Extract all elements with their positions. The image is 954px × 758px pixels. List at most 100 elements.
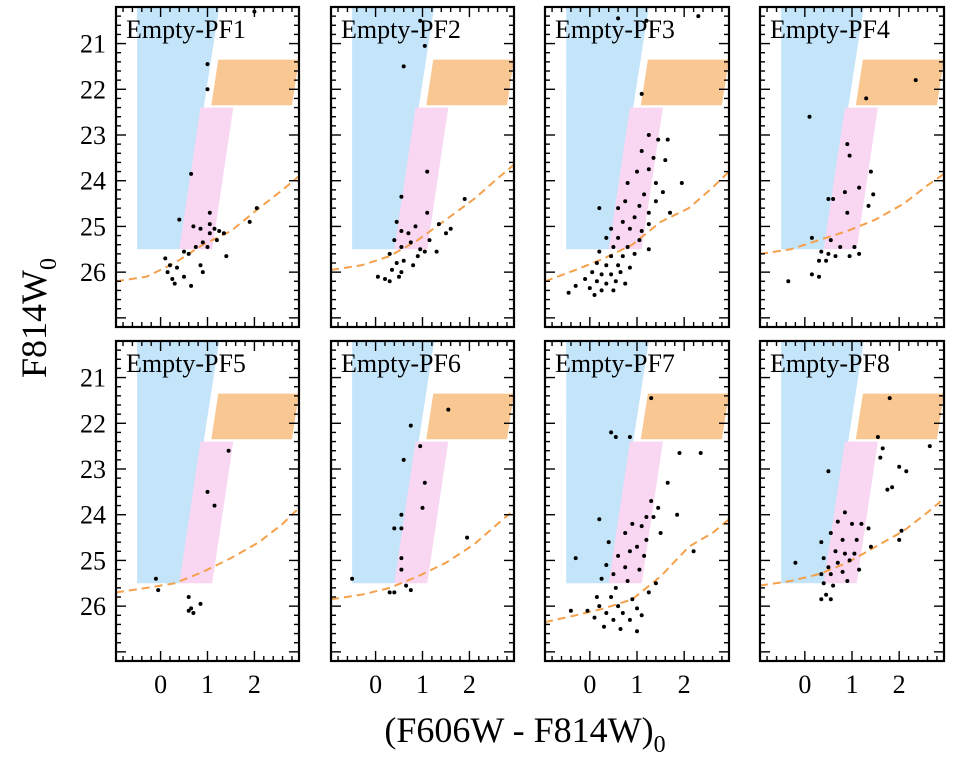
data-point <box>646 247 651 252</box>
data-point <box>665 480 670 485</box>
data-point <box>630 521 635 526</box>
data-point <box>613 585 618 590</box>
data-point <box>660 190 665 195</box>
orange-region <box>855 59 944 106</box>
data-point <box>597 517 602 522</box>
data-point <box>399 512 404 517</box>
panel-title: Empty-PF7 <box>555 349 675 378</box>
pink-region <box>394 441 449 584</box>
data-point <box>406 231 411 236</box>
data-point <box>198 226 203 231</box>
data-point <box>821 581 826 586</box>
x-tick-label: 1 <box>846 670 859 699</box>
data-point <box>821 556 826 561</box>
data-point <box>186 608 191 613</box>
data-point <box>913 78 918 83</box>
data-point <box>609 226 614 231</box>
data-point <box>163 256 168 261</box>
data-point <box>205 489 210 494</box>
y-tick-label: 26 <box>80 592 106 621</box>
data-point <box>698 451 703 455</box>
completeness-curve <box>116 175 299 283</box>
pink-region <box>823 107 878 250</box>
data-point <box>387 251 392 256</box>
data-point <box>639 91 644 96</box>
data-point <box>444 231 448 236</box>
data-point <box>679 181 684 185</box>
data-point <box>620 254 625 259</box>
data-point <box>387 590 392 595</box>
data-point <box>623 565 628 570</box>
data-point <box>646 222 651 227</box>
blue-region <box>137 341 220 584</box>
data-point <box>857 251 862 256</box>
data-point <box>627 435 632 439</box>
data-point <box>165 270 170 275</box>
data-point <box>408 240 413 245</box>
data-point <box>422 43 427 48</box>
data-point <box>880 446 885 451</box>
data-point <box>885 487 890 492</box>
data-point <box>824 592 829 597</box>
x-axis-label: (F606W - F814W)0 <box>384 710 665 758</box>
panel-title: Empty-PF5 <box>126 349 246 378</box>
data-point <box>401 64 406 69</box>
y-tick-label: 23 <box>80 121 106 150</box>
axes-text: 21 22 23 24 25 26 21 22 23 24 25 26 0 1 2 0 1 2 0 1 2 0 1 2 <box>80 30 906 699</box>
completeness-curve <box>545 170 729 283</box>
y-tick-label: 23 <box>80 455 106 484</box>
data-point <box>833 254 838 259</box>
data-point <box>401 258 406 263</box>
panel-plot-area <box>331 7 514 284</box>
data-point <box>649 396 654 401</box>
data-point <box>193 245 198 249</box>
data-point <box>850 521 854 526</box>
pink-region <box>823 441 878 584</box>
data-point <box>212 226 217 231</box>
data-point <box>623 531 628 535</box>
data-point <box>826 469 831 474</box>
completeness-curve <box>545 518 729 624</box>
data-point <box>642 553 647 558</box>
data-point <box>408 588 413 593</box>
data-point <box>411 263 416 268</box>
data-point <box>214 238 219 243</box>
data-point <box>221 231 226 236</box>
data-point <box>399 245 404 249</box>
panels: Empty-PF1 Empty-PF2 Empty-PF3 Empty-PF4 Empt… <box>114 5 946 663</box>
data-point <box>635 544 639 549</box>
data-point <box>418 18 423 23</box>
data-point <box>573 283 578 288</box>
completeness-curve <box>331 509 514 601</box>
data-point <box>653 199 658 204</box>
data-point <box>644 537 649 542</box>
data-point <box>616 604 621 609</box>
y-tick-label: 25 <box>80 546 106 575</box>
data-point <box>637 238 642 243</box>
x-tick-label: 0 <box>154 670 167 699</box>
data-point <box>566 290 571 295</box>
data-point <box>404 583 409 588</box>
data-point <box>637 203 642 208</box>
data-point <box>826 197 831 201</box>
data-point <box>833 549 838 554</box>
data-point <box>618 270 623 275</box>
pink-region <box>394 107 449 250</box>
data-point <box>599 288 604 293</box>
data-point <box>665 137 670 142</box>
data-point <box>831 583 836 588</box>
data-point <box>392 238 397 243</box>
data-point <box>604 611 609 615</box>
blue-region <box>352 341 435 584</box>
data-point <box>639 149 644 153</box>
data-point <box>198 601 203 606</box>
data-point <box>350 576 355 581</box>
data-point <box>866 203 871 208</box>
blue-region <box>566 7 649 250</box>
data-point <box>425 210 430 215</box>
data-point <box>866 526 871 531</box>
data-point <box>186 251 191 256</box>
data-point <box>828 572 833 577</box>
blue-region <box>781 7 864 250</box>
data-point <box>182 274 186 279</box>
